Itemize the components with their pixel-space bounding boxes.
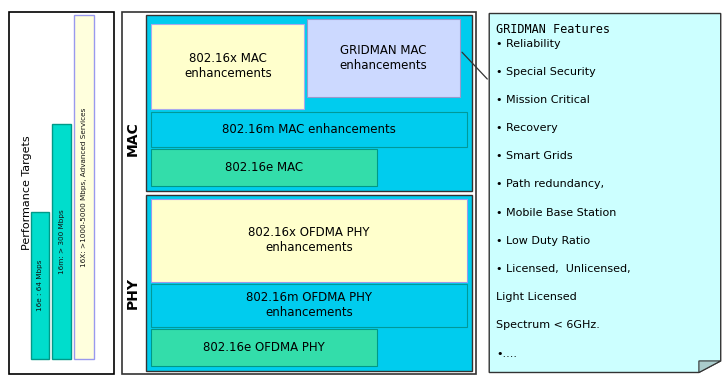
Text: 802.16e MAC: 802.16e MAC [225, 161, 304, 174]
Text: 16X: >1000-5000 Mbps, Advanced Services: 16X: >1000-5000 Mbps, Advanced Services [81, 108, 87, 267]
Bar [151, 112, 467, 147]
Text: PHY: PHY [126, 278, 141, 309]
Text: 802.16m MAC enhancements: 802.16m MAC enhancements [222, 123, 396, 136]
Text: 802.16e OFDMA PHY: 802.16e OFDMA PHY [203, 341, 325, 354]
Text: GRIDMAN MAC
enhancements: GRIDMAN MAC enhancements [340, 44, 427, 72]
Text: Performance Targets: Performance Targets [22, 136, 32, 250]
Text: 802.16x MAC
enhancements: 802.16x MAC enhancements [184, 52, 272, 80]
Text: • Licensed,  Unlicensed,: • Licensed, Unlicensed, [496, 264, 631, 274]
Text: •....: •.... [496, 349, 518, 359]
Text: • Recovery: • Recovery [496, 123, 558, 133]
Bar [122, 12, 476, 374]
Bar [151, 199, 467, 282]
Bar [146, 15, 472, 191]
Text: 16m: > 300 Mbps: 16m: > 300 Mbps [58, 209, 65, 274]
Text: • Smart Grids: • Smart Grids [496, 151, 573, 161]
Text: GRIDMAN Features: GRIDMAN Features [496, 23, 611, 36]
Text: 802.16x OFDMA PHY
enhancements: 802.16x OFDMA PHY enhancements [248, 226, 370, 254]
Text: Light Licensed: Light Licensed [496, 292, 577, 302]
Text: • Reliability: • Reliability [496, 39, 561, 49]
Bar [9, 12, 114, 374]
Text: 16e : 64 Mbps: 16e : 64 Mbps [36, 260, 43, 312]
Polygon shape [489, 14, 721, 372]
Text: • Special Security: • Special Security [496, 67, 596, 77]
Bar [146, 195, 472, 371]
Bar [74, 15, 94, 359]
Polygon shape [699, 361, 721, 372]
Bar [151, 24, 304, 109]
Text: • Low Duty Ratio: • Low Duty Ratio [496, 236, 590, 246]
Text: Spectrum < 6GHz.: Spectrum < 6GHz. [496, 320, 601, 330]
Text: • Mobile Base Station: • Mobile Base Station [496, 208, 617, 218]
Bar [151, 329, 377, 366]
Bar [52, 124, 71, 359]
Text: MAC: MAC [126, 122, 141, 156]
Bar [307, 19, 460, 96]
Text: 802.16m OFDMA PHY
enhancements: 802.16m OFDMA PHY enhancements [246, 291, 372, 319]
Text: • Mission Critical: • Mission Critical [496, 95, 590, 105]
Bar [31, 212, 49, 359]
Text: • Path redundancy,: • Path redundancy, [496, 179, 605, 190]
Bar [151, 149, 377, 186]
Bar [151, 284, 467, 327]
